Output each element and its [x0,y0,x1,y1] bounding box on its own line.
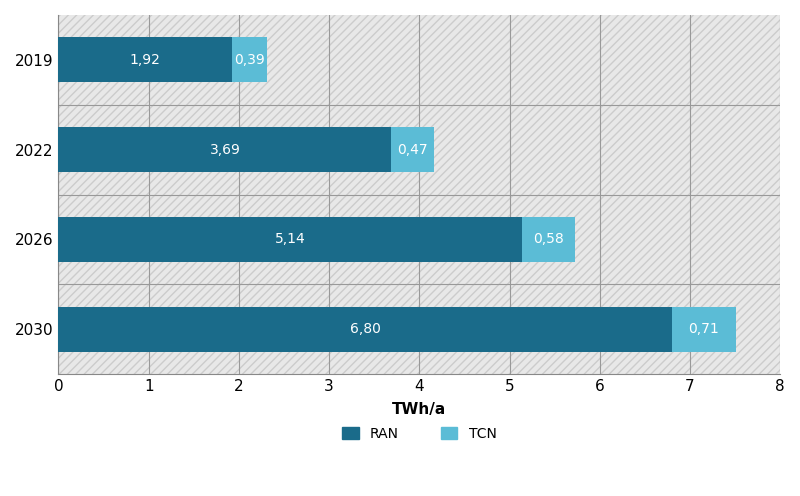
Text: 1,92: 1,92 [130,53,161,67]
Bar [58,105,780,194]
Bar [58,194,780,284]
Bar [58,15,780,105]
Text: 0,39: 0,39 [234,53,265,67]
Bar [232,37,267,82]
Legend: RAN, TCN: RAN, TCN [337,421,502,446]
Bar [58,307,672,352]
Text: 3,69: 3,69 [210,143,240,157]
X-axis label: TWh/a: TWh/a [392,402,446,417]
Text: 0,47: 0,47 [398,143,428,157]
Bar [58,37,232,82]
Bar [58,127,391,172]
Text: 5,14: 5,14 [275,233,306,247]
Bar [58,217,522,262]
Bar [391,127,434,172]
Bar [672,307,736,352]
Text: 0,71: 0,71 [689,322,719,336]
Bar [522,217,574,262]
Text: 6,80: 6,80 [350,322,381,336]
Bar [58,284,780,374]
Text: 0,58: 0,58 [533,233,564,247]
